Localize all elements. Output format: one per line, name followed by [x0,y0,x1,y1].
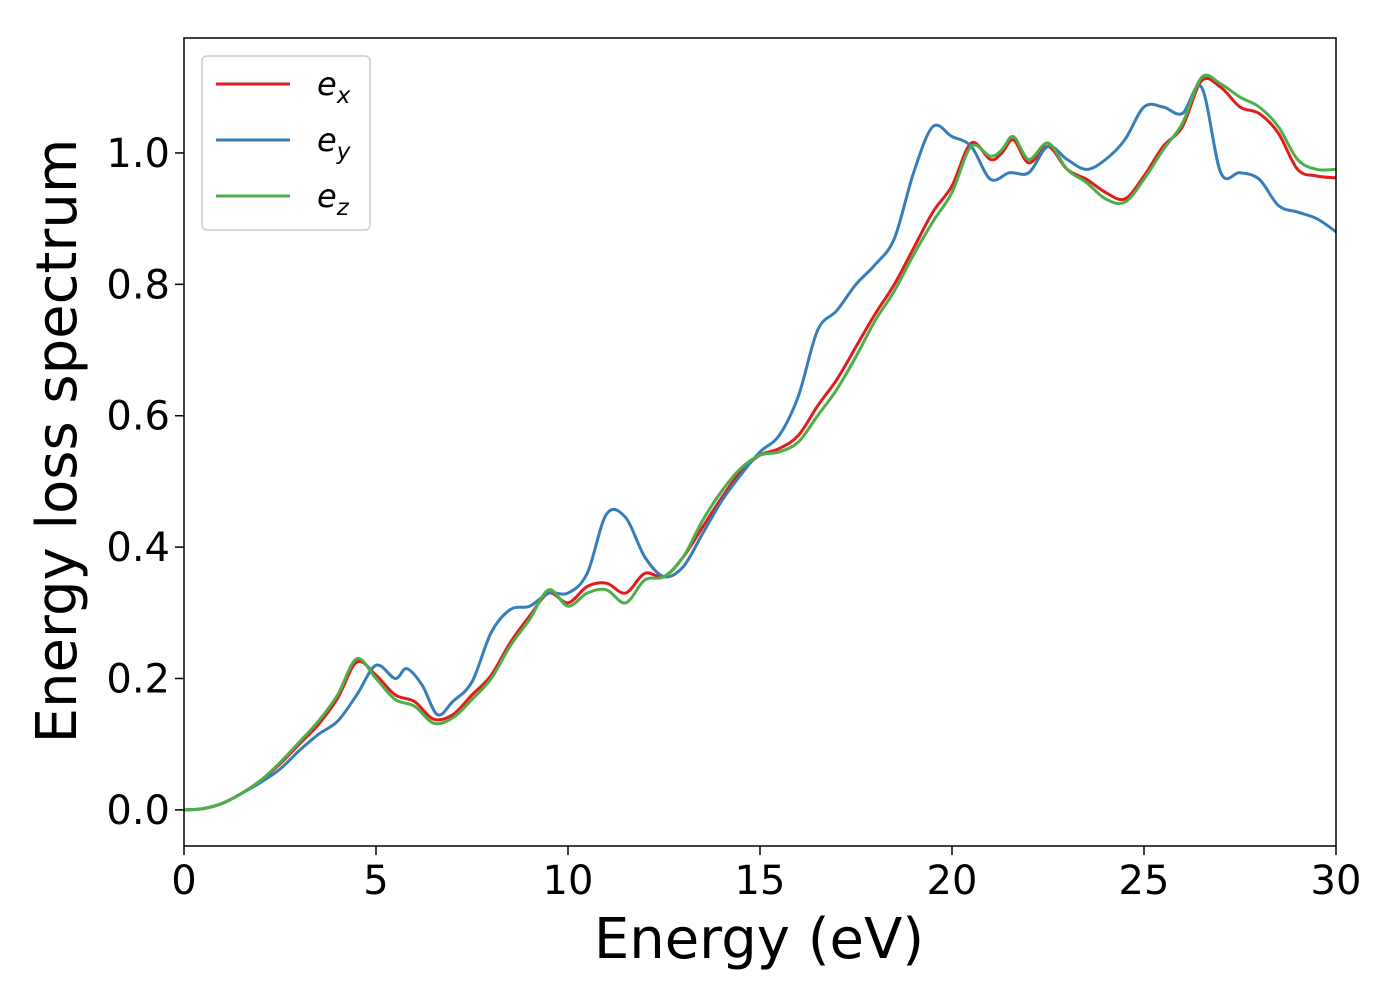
y-tick-label: 0.8 [106,262,170,308]
legend-label-ex: ex [317,65,351,109]
legend-label-ey: ey [317,121,351,165]
series-line-ex [184,76,1336,812]
x-tick-label: 30 [1311,858,1362,904]
legend-box [201,55,371,231]
series-line-ez [184,73,1336,812]
y-tick-label: 0.0 [106,788,170,834]
y-tick-label: 0.6 [106,394,170,440]
x-tick-label: 10 [543,858,594,904]
axis-ticks: 0 5 10 15 20 25 30 0.0 0.2 0.4 0.6 0.8 1.0 [106,131,1361,904]
x-tick-label: 20 [927,858,978,904]
x-axis-label: Energy (eV) [594,907,924,972]
legend-label-ez: ez [317,177,350,221]
y-axis-label: Energy loss spectrum [25,139,90,744]
y-tick-label: 0.4 [106,525,170,571]
y-tick-label: 1.0 [106,131,170,177]
y-tick-label: 0.2 [106,656,170,702]
legend: ex ey ez [201,55,371,231]
x-tick-label: 15 [735,858,786,904]
x-tick-label: 0 [171,858,196,904]
x-tick-label: 5 [363,858,388,904]
x-tick-label: 25 [1119,858,1170,904]
